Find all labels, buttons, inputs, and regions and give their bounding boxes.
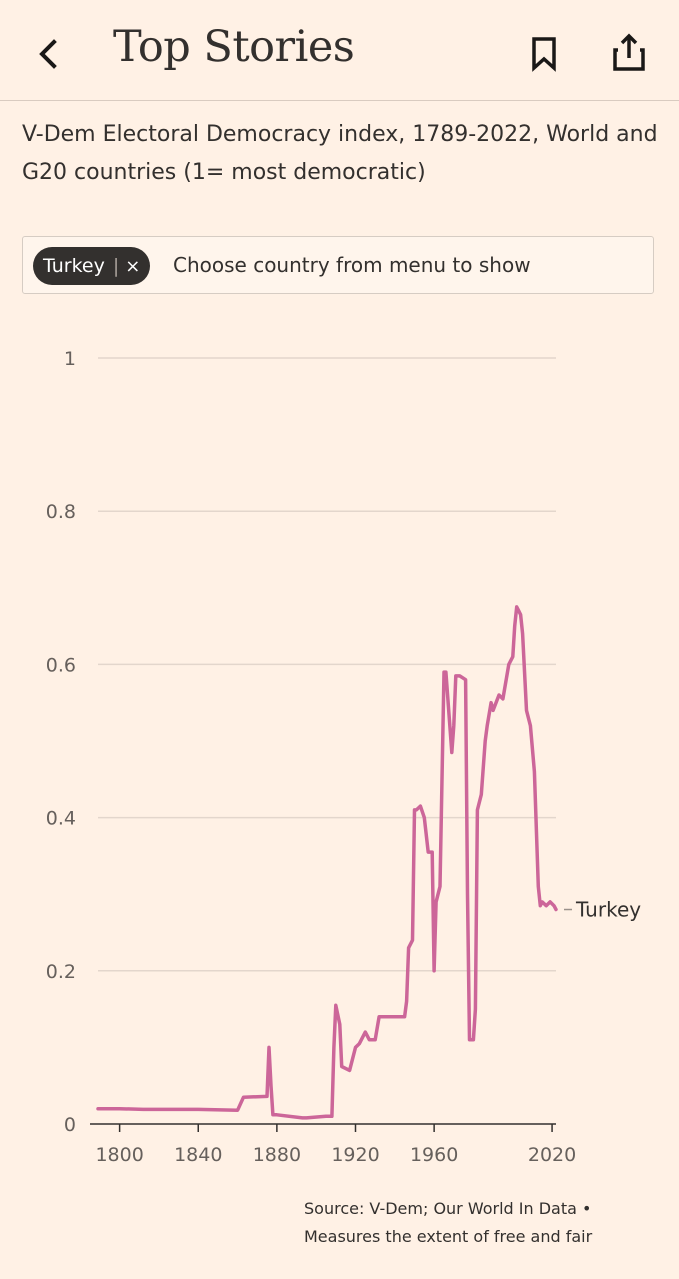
bookmark-button[interactable]	[528, 34, 560, 74]
bookmark-icon	[532, 37, 556, 72]
y-tick-label: 1	[64, 348, 76, 370]
y-tick-label: 0	[64, 1114, 76, 1136]
y-tick-label: 0.2	[46, 961, 76, 983]
y-tick-label: 0.6	[46, 654, 76, 676]
chart-subtitle: V-Dem Electoral Democracy index, 1789-20…	[22, 122, 658, 185]
y-tick-label: 0.4	[46, 808, 76, 830]
y-tick-label: 0.8	[46, 501, 76, 523]
x-tick-label: 1840	[174, 1144, 222, 1166]
chevron-left-icon	[39, 39, 57, 69]
chip-label: Turkey	[43, 255, 105, 277]
selector-placeholder: Choose country from menu to show	[173, 253, 531, 277]
chip-separator: |	[112, 255, 120, 277]
series-line-turkey	[96, 605, 558, 1120]
top-bar: Top Stories	[0, 0, 679, 101]
country-selector[interactable]: Turkey | × Choose country from menu to s…	[22, 236, 654, 294]
chip-remove-button[interactable]: ×	[125, 255, 141, 277]
share-button[interactable]	[610, 32, 648, 74]
country-chip[interactable]: Turkey | ×	[33, 247, 151, 285]
x-tick-label: 1960	[410, 1144, 458, 1166]
source-note: Source: V-Dem; Our World In Data • Measu…	[304, 1195, 644, 1251]
page-title: Top Stories	[113, 22, 355, 72]
source-line-2: Measures the extent of free and fair	[304, 1227, 593, 1246]
x-tick-label: 1880	[253, 1144, 301, 1166]
source-line-1: Source: V-Dem; Our World In Data •	[304, 1199, 592, 1218]
x-tick-label: 1800	[95, 1144, 143, 1166]
series-label-turkey: Turkey	[575, 898, 641, 922]
line-chart: 0 0.2 0.4 0.6 0.8 1 1800 1840 1880 1920 1960 2020 Tu…	[46, 348, 641, 1166]
share-icon	[613, 33, 645, 71]
x-tick-label: 1920	[331, 1144, 379, 1166]
back-button[interactable]	[30, 32, 70, 76]
x-tick-label: 2020	[528, 1144, 576, 1166]
